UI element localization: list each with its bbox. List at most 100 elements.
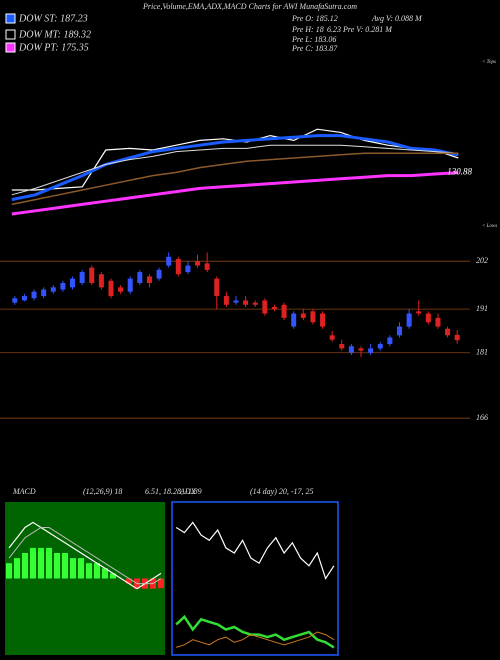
histogram-bar bbox=[70, 558, 76, 579]
candle-body bbox=[416, 311, 422, 314]
candle-body bbox=[291, 313, 297, 327]
candle-body bbox=[60, 282, 66, 290]
candle-body bbox=[387, 337, 393, 345]
histogram-bar bbox=[46, 547, 52, 579]
candle-body bbox=[310, 311, 316, 323]
candle-body bbox=[300, 313, 306, 318]
info-text: Pre O: 185.12 bbox=[291, 14, 338, 23]
annotation: < Lows bbox=[482, 224, 497, 229]
series-line bbox=[8, 521, 162, 590]
candle-body bbox=[435, 317, 441, 327]
legend-swatch bbox=[5, 29, 16, 40]
y-tick-label: 191 bbox=[476, 304, 488, 313]
y-tick-label: 166 bbox=[476, 413, 488, 422]
candle-body bbox=[108, 280, 114, 297]
candle-body bbox=[368, 348, 374, 353]
series-line bbox=[175, 521, 335, 580]
panel-params: (12,26,9) 18 bbox=[83, 487, 122, 496]
chart-title: Price,Volume,EMA,ADX,MACD Charts for AWI… bbox=[142, 2, 357, 11]
candle-body bbox=[98, 274, 104, 288]
candle-body bbox=[185, 265, 191, 273]
histogram-bar bbox=[6, 563, 12, 579]
info-text: Pre H: 18 bbox=[291, 25, 324, 34]
y-tick-label: 202 bbox=[476, 256, 488, 265]
candle-body bbox=[406, 313, 412, 327]
candle-body bbox=[21, 296, 27, 301]
candle-body bbox=[262, 300, 268, 314]
series-line bbox=[176, 631, 335, 648]
candle-body bbox=[175, 258, 181, 275]
end-label: 130.88 bbox=[447, 167, 472, 177]
legend-swatch bbox=[5, 13, 16, 24]
candle-body bbox=[396, 326, 402, 336]
histogram-bar bbox=[78, 558, 84, 579]
candle-body bbox=[377, 344, 383, 349]
histogram-bar bbox=[94, 563, 100, 579]
annotation: < Tops bbox=[482, 60, 496, 65]
legend-label: DOW MT: 189.32 bbox=[18, 29, 91, 40]
candle-body bbox=[146, 276, 152, 283]
histogram-bar bbox=[86, 563, 92, 579]
histogram-bar bbox=[14, 558, 20, 579]
candle-body bbox=[127, 278, 133, 292]
histogram-bar bbox=[54, 553, 60, 579]
candle-body bbox=[204, 263, 210, 270]
candle-body bbox=[137, 272, 143, 283]
series-line bbox=[11, 134, 459, 202]
series-line bbox=[11, 144, 459, 196]
info: Pre O: 185.12 Avg V: 0.088 M Pre H: 18 6… bbox=[291, 14, 423, 53]
histogram-bar bbox=[158, 578, 164, 589]
candle-body bbox=[31, 291, 37, 299]
panel-params: (14 day) 20, -17, 25 bbox=[250, 487, 314, 496]
info-text: Avg V: 0.088 M bbox=[371, 14, 423, 23]
candle-body bbox=[223, 296, 229, 305]
series-line bbox=[175, 614, 335, 649]
histogram-bar bbox=[62, 553, 68, 579]
y-tick-label: 181 bbox=[476, 348, 488, 357]
candle-body bbox=[445, 328, 451, 336]
legend-swatch bbox=[5, 42, 16, 53]
legend-label: DOW PT: 175.35 bbox=[18, 42, 89, 53]
histogram-bar bbox=[110, 573, 116, 579]
candle-body bbox=[70, 278, 76, 288]
candle-body bbox=[339, 344, 345, 349]
histogram-bar bbox=[102, 568, 108, 579]
info-text: Pre C: 183.87 bbox=[291, 44, 338, 53]
histogram-bar bbox=[22, 553, 28, 579]
candle-body bbox=[454, 334, 460, 341]
candle-body bbox=[214, 278, 220, 297]
candle-body bbox=[233, 300, 239, 303]
histogram-bar bbox=[126, 578, 132, 584]
info-text: 6.23 Pre V: 0.281 M bbox=[327, 25, 393, 34]
candle-body bbox=[252, 302, 258, 305]
candle-body bbox=[329, 335, 335, 340]
candle-body bbox=[89, 267, 95, 283]
candle-body bbox=[425, 313, 431, 323]
panel-readout: 6.51, 18.28, -1.89 bbox=[145, 487, 202, 496]
candle-body bbox=[79, 272, 85, 283]
candle-body bbox=[50, 287, 56, 292]
candle-body bbox=[320, 313, 326, 327]
legend-label: DOW ST: 187.23 bbox=[18, 13, 88, 24]
series-line bbox=[11, 128, 459, 191]
panel-title: MACD bbox=[12, 487, 36, 496]
candle-body bbox=[281, 304, 287, 318]
candle-body bbox=[156, 269, 162, 279]
candle-body bbox=[243, 300, 249, 305]
legend: DOW ST: 187.23 DOW MT: 189.32 DOW PT: 17… bbox=[5, 13, 91, 53]
candle-body bbox=[41, 289, 47, 297]
candle-body bbox=[12, 298, 18, 303]
candle-body bbox=[166, 256, 172, 266]
candle-body bbox=[195, 261, 201, 266]
panel-border bbox=[171, 501, 339, 656]
series-line bbox=[11, 152, 459, 206]
candle-body bbox=[348, 346, 354, 353]
histogram-bar bbox=[30, 547, 36, 579]
info-text: Pre L: 183.06 bbox=[291, 35, 336, 44]
series-line bbox=[8, 527, 162, 585]
candle-body bbox=[118, 287, 124, 292]
candle-body bbox=[358, 348, 364, 351]
candle-body bbox=[271, 306, 277, 310]
series-line bbox=[11, 171, 459, 216]
